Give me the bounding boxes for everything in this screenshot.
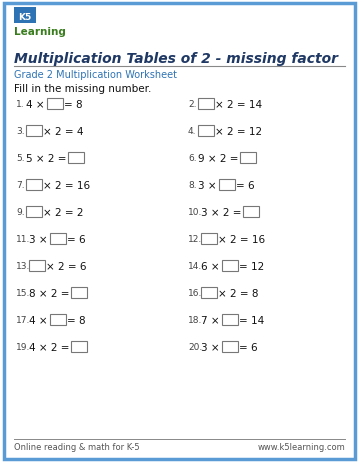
Bar bbox=[14, 8, 36, 24]
Text: × 2 = 6: × 2 = 6 bbox=[46, 262, 87, 271]
Text: 7 ×: 7 × bbox=[201, 315, 223, 325]
Text: www.k5learning.com: www.k5learning.com bbox=[257, 442, 345, 451]
Text: 3.: 3. bbox=[16, 127, 25, 136]
Bar bbox=[201, 288, 217, 298]
Text: 16.: 16. bbox=[188, 288, 202, 297]
Bar bbox=[71, 288, 87, 298]
Text: 13.: 13. bbox=[16, 262, 31, 270]
Text: 19.: 19. bbox=[16, 342, 31, 351]
Bar bbox=[198, 126, 214, 137]
Text: 18.: 18. bbox=[188, 315, 202, 324]
Text: 8.: 8. bbox=[188, 181, 197, 189]
Bar bbox=[71, 341, 87, 352]
Text: × 2 = 12: × 2 = 12 bbox=[215, 127, 262, 137]
Text: = 6: = 6 bbox=[67, 234, 85, 244]
Text: Multiplication Tables of 2 - missing factor: Multiplication Tables of 2 - missing fac… bbox=[14, 52, 338, 66]
Text: 9 × 2 =: 9 × 2 = bbox=[198, 154, 242, 163]
Text: 15.: 15. bbox=[16, 288, 31, 297]
Text: = 8: = 8 bbox=[67, 315, 85, 325]
Text: 4.: 4. bbox=[188, 127, 196, 136]
Bar bbox=[26, 206, 42, 218]
Bar bbox=[243, 206, 258, 218]
Text: 11.: 11. bbox=[16, 234, 31, 244]
Text: = 12: = 12 bbox=[239, 262, 264, 271]
Bar bbox=[50, 314, 66, 325]
Bar bbox=[239, 153, 256, 163]
Bar bbox=[26, 180, 42, 191]
Text: 5.: 5. bbox=[16, 154, 25, 163]
Text: 6 ×: 6 × bbox=[201, 262, 223, 271]
Text: 8 × 2 =: 8 × 2 = bbox=[29, 288, 73, 298]
Text: × 2 = 16: × 2 = 16 bbox=[218, 234, 265, 244]
Text: 6.: 6. bbox=[188, 154, 197, 163]
Text: 10.: 10. bbox=[188, 207, 202, 217]
Text: × 2 = 14: × 2 = 14 bbox=[215, 100, 262, 110]
Text: = 8: = 8 bbox=[64, 100, 83, 110]
Bar bbox=[219, 180, 235, 191]
Text: 5 × 2 =: 5 × 2 = bbox=[26, 154, 70, 163]
Text: = 6: = 6 bbox=[236, 181, 255, 191]
Bar bbox=[201, 233, 217, 244]
Text: 1.: 1. bbox=[16, 100, 25, 109]
Text: Learning: Learning bbox=[14, 27, 66, 37]
Text: 17.: 17. bbox=[16, 315, 31, 324]
Text: 2.: 2. bbox=[188, 100, 196, 109]
Bar bbox=[50, 233, 66, 244]
Bar bbox=[47, 99, 63, 110]
Text: 12.: 12. bbox=[188, 234, 202, 244]
Text: = 6: = 6 bbox=[239, 342, 257, 352]
Text: K5: K5 bbox=[18, 13, 32, 21]
Bar bbox=[29, 260, 45, 271]
Text: Fill in the missing number.: Fill in the missing number. bbox=[14, 84, 151, 94]
Text: 3 ×: 3 × bbox=[29, 234, 51, 244]
Bar bbox=[222, 260, 238, 271]
Text: 4 ×: 4 × bbox=[26, 100, 48, 110]
Text: Online reading & math for K-5: Online reading & math for K-5 bbox=[14, 442, 140, 451]
Text: 4 × 2 =: 4 × 2 = bbox=[29, 342, 73, 352]
Text: × 2 = 4: × 2 = 4 bbox=[43, 127, 84, 137]
Text: × 2 = 8: × 2 = 8 bbox=[218, 288, 258, 298]
Text: 7.: 7. bbox=[16, 181, 25, 189]
Text: 3 ×: 3 × bbox=[198, 181, 220, 191]
Text: × 2 = 16: × 2 = 16 bbox=[43, 181, 90, 191]
Bar bbox=[222, 341, 238, 352]
Text: 4 ×: 4 × bbox=[29, 315, 51, 325]
Text: 14.: 14. bbox=[188, 262, 202, 270]
Text: 3 × 2 =: 3 × 2 = bbox=[201, 207, 245, 218]
Text: 20.: 20. bbox=[188, 342, 202, 351]
Text: = 14: = 14 bbox=[239, 315, 264, 325]
Text: × 2 = 2: × 2 = 2 bbox=[43, 207, 84, 218]
Text: 9.: 9. bbox=[16, 207, 25, 217]
Bar bbox=[198, 99, 214, 110]
Bar bbox=[67, 153, 84, 163]
Text: 3 ×: 3 × bbox=[201, 342, 223, 352]
Text: Grade 2 Multiplication Worksheet: Grade 2 Multiplication Worksheet bbox=[14, 70, 177, 80]
Bar bbox=[26, 126, 42, 137]
Bar bbox=[222, 314, 238, 325]
